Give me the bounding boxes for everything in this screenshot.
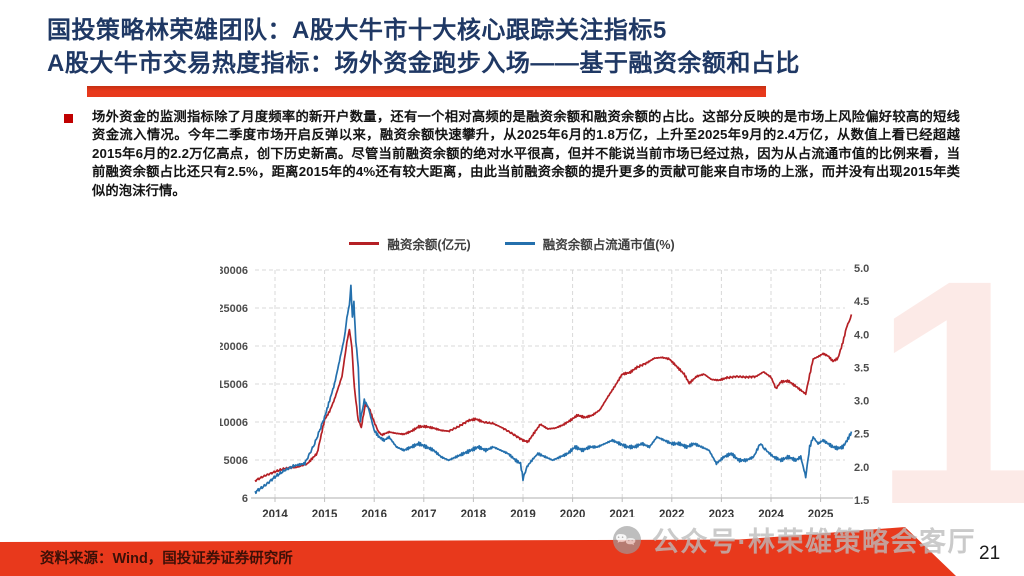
summary-paragraph: 场外资金的监测指标除了月度频率的新开户数量，还有一个相对高频的是融资余额和融资余… (92, 109, 960, 198)
left-axis-tick-label: 10006 (220, 417, 248, 429)
page-title-line1: 国投策略林荣雄团队：A股大牛市十大核心跟踪关注指标5 (47, 17, 667, 44)
left-axis-tick-label: 30006 (220, 265, 248, 277)
left-axis-tick-label: 15006 (220, 379, 248, 391)
left-axis-tick-label: 20006 (220, 341, 248, 353)
x-axis-tick-label: 2019 (510, 509, 536, 517)
legend-item-margin-ratio: 融资余额占流通市值(%) (504, 234, 675, 253)
x-axis-tick-label: 2024 (758, 509, 784, 517)
legend-swatch-red (349, 242, 380, 245)
left-axis-tick-label: 5006 (224, 455, 248, 467)
legend-label-margin-ratio: 融资余额占流通市值(%) (542, 238, 675, 252)
footer-band (0, 527, 956, 576)
x-axis-tick-label: 2022 (659, 509, 685, 517)
left-axis-tick-label: 25006 (220, 303, 248, 315)
chart-legend: 融资余额(亿元) 融资余额占流通市值(%) (0, 234, 1024, 253)
legend-swatch-blue (504, 242, 535, 245)
x-axis-tick-label: 2020 (560, 509, 586, 517)
page-title-line2: A股大牛市交易热度指标：场外资金跑步入场——基于融资余额和占比 (47, 50, 800, 77)
bullet-marker (64, 114, 73, 123)
summary-block: 场外资金的监测指标除了月度频率的新开户数量，还有一个相对高频的是融资余额和融资余… (64, 108, 960, 200)
wechat-icon (613, 525, 641, 554)
series-line-margin-balance (254, 314, 853, 483)
page-number: 21 (979, 543, 1001, 564)
legend-label-margin-balance: 融资余额(亿元) (387, 238, 471, 252)
header: 国投策略林荣雄团队：A股大牛市十大核心跟踪关注指标5 A股大牛市交易热度指标：场… (47, 14, 987, 80)
right-axis-tick-label: 2.5 (854, 429, 869, 441)
line-chart: 30006 25006 20006 15006 10006 5006 6 2014 2015 20… (220, 263, 869, 517)
x-axis-tick-label: 2015 (312, 509, 338, 517)
right-axis-tick-label: 3.0 (854, 396, 869, 408)
footer-band-shape (0, 527, 956, 576)
legend-item-margin-balance: 融资余额(亿元) (349, 234, 471, 253)
x-axis-tick-label: 2021 (609, 509, 635, 517)
right-axis-tick-label: 2.0 (854, 462, 869, 474)
right-axis-tick-label: 3.5 (854, 362, 869, 374)
right-axis-tick-label: 4.0 (854, 329, 869, 341)
source-note: 资料来源：Wind，国投证券证券研究所 (40, 551, 293, 567)
decorative-numeral: 1 (872, 213, 1024, 571)
x-axis-tick-label: 2025 (808, 509, 834, 517)
watermark: 公众号·林荣雄策略会客厅 (612, 520, 976, 559)
right-axis-tick-label: 4.5 (854, 296, 869, 308)
x-axis-tick-label: 2014 (262, 509, 288, 517)
x-axis-tick-label: 2018 (461, 509, 487, 517)
right-axis-tick-label: 5.0 (854, 263, 869, 275)
watermark-text: 公众号·林荣雄策略会客厅 (652, 527, 976, 557)
x-axis-tick-label: 2016 (361, 509, 387, 517)
x-axis-tick-label: 2017 (411, 509, 437, 517)
left-axis-tick-label: 6 (242, 493, 248, 505)
series-line-margin-ratio-pct (254, 284, 853, 495)
title-underline-bar (87, 86, 766, 97)
x-axis-tick-label: 2023 (709, 509, 735, 517)
right-axis-tick-label: 1.5 (854, 495, 869, 507)
